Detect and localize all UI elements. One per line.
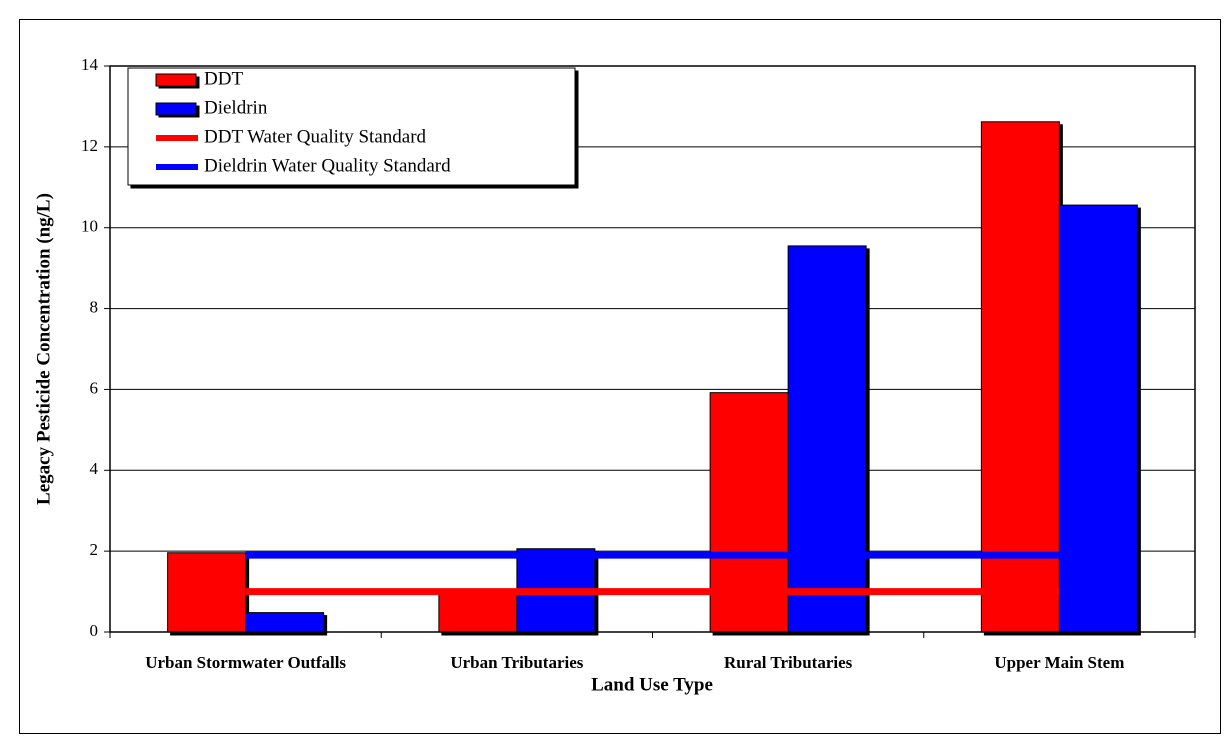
- x-tick-label: Urban Stormwater Outfalls: [145, 653, 346, 672]
- legend-label: Dieldrin: [204, 97, 268, 118]
- bar: [709, 392, 789, 633]
- x-axis-title: Land Use Type: [591, 674, 713, 695]
- bar: [167, 552, 247, 633]
- legend-swatch: [155, 73, 197, 87]
- y-tick-label: 6: [90, 378, 99, 397]
- chart-frame: [19, 19, 1221, 734]
- y-tick-label: 14: [81, 55, 99, 74]
- x-tick-label: Urban Tributaries: [450, 653, 583, 672]
- bar: [980, 121, 1060, 633]
- y-tick-label: 0: [90, 621, 99, 640]
- legend-label: DDT Water Quality Standard: [204, 126, 427, 147]
- y-axis-title: Legacy Pesticide Concentration (ng/L): [33, 193, 54, 505]
- plot-border: [109, 65, 1196, 633]
- x-tick-label: Upper Main Stem: [994, 653, 1124, 672]
- legend-label: Dieldrin Water Quality Standard: [204, 155, 451, 176]
- x-tick-label: Rural Tributaries: [724, 653, 853, 672]
- bar: [245, 612, 325, 633]
- y-tick-label: 8: [90, 297, 99, 316]
- legend-swatch: [155, 102, 197, 116]
- bar: [1058, 204, 1138, 633]
- y-tick-label: 12: [81, 136, 98, 155]
- bar: [787, 245, 867, 633]
- legend-label: DDT: [204, 68, 243, 89]
- y-tick-label: 4: [90, 459, 99, 478]
- legend-box: [127, 67, 576, 186]
- bar: [438, 589, 518, 633]
- y-tick-label: 2: [90, 540, 99, 559]
- y-tick-label: 10: [81, 217, 98, 236]
